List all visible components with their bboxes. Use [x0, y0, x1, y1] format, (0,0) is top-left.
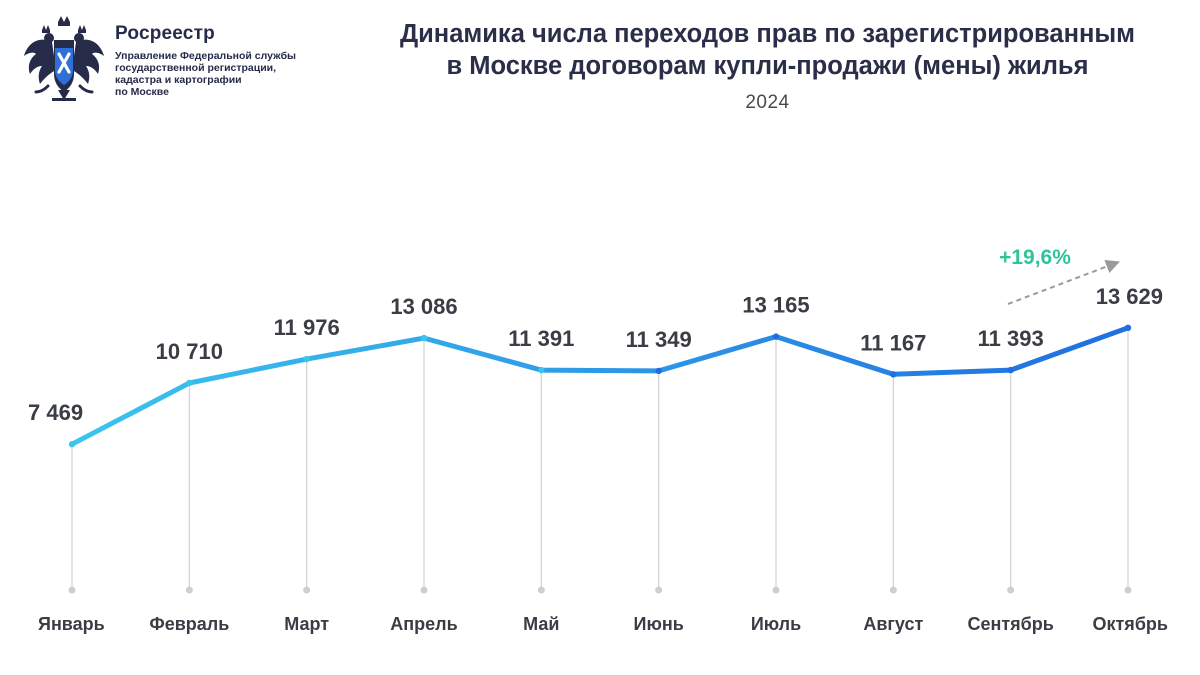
axis-tick-dot	[889, 586, 897, 594]
data-point	[1124, 324, 1132, 332]
data-point	[303, 355, 310, 363]
axis-tick-dot	[655, 586, 663, 594]
organization-subtitle-line: кадастра и картографии	[115, 74, 242, 86]
data-label: 13 629	[1096, 284, 1163, 309]
x-tick-label: Сентябрь	[967, 614, 1053, 634]
data-point	[186, 379, 193, 387]
chart-title-line-2: в Москве договорам купли-продажи (мены) …	[446, 52, 1089, 80]
data-label: 13 165	[742, 293, 809, 318]
data-point	[538, 366, 545, 374]
x-axis-tick-labels: Январь Февраль Март Апрель Май Июнь Июль Август…	[38, 614, 1168, 634]
x-tick-label: Февраль	[149, 614, 229, 634]
axis-tick-dot	[1007, 586, 1015, 594]
chart-subtitle: 2024	[745, 92, 790, 113]
data-point	[890, 371, 897, 378]
rosreestr-emblem-icon	[24, 16, 104, 101]
data-label: 11 393	[978, 326, 1044, 351]
chart-title-line-1: Динамика числа переходов прав по зарегис…	[399, 20, 1136, 48]
axis-tick-dot	[1124, 586, 1132, 594]
data-label: 11 349	[626, 327, 692, 352]
axis-tick-dot	[303, 586, 311, 594]
x-tick-label: Апрель	[390, 614, 457, 634]
data-label: 7 469	[28, 400, 83, 425]
organization-subtitle-line: Управление Федеральной службы	[115, 50, 297, 62]
axis-tick-dot	[420, 586, 428, 594]
growth-annotation: +19,6%	[999, 246, 1120, 305]
x-tick-label: Июнь	[634, 614, 684, 634]
data-point	[420, 334, 428, 342]
x-tick-label: Июль	[751, 614, 801, 634]
data-point	[655, 367, 662, 375]
axis-tick-dot	[772, 586, 780, 594]
organization-subtitle-line: по Москве	[115, 86, 169, 98]
data-label: 11 391	[508, 326, 574, 351]
axis-tick-dot	[537, 586, 545, 594]
trend-arrow	[1007, 259, 1120, 305]
axis-tick-dot	[68, 586, 76, 594]
growth-label: +19,6%	[999, 246, 1071, 269]
data-labels: 7 469 10 710 11 976 13 086 11 391 11 349 13 16…	[28, 284, 1163, 425]
x-tick-label: Август	[863, 614, 923, 634]
data-label: 11 976	[274, 315, 340, 340]
x-tick-label: Март	[284, 614, 329, 634]
gridlines	[68, 327, 1132, 594]
x-tick-label: Октябрь	[1092, 614, 1168, 634]
series-line	[69, 325, 1131, 447]
organization-subtitle-line: государственной регистрации,	[115, 62, 277, 74]
logo-block: Росреестр Управление Федеральной службы …	[22, 12, 322, 107]
organization-subtitle: Управление Федеральной службы государств…	[115, 50, 330, 98]
data-label: 10 710	[156, 339, 223, 364]
x-tick-label: Январь	[38, 614, 105, 634]
organization-name: Росреестр	[115, 23, 215, 44]
organization-info: Росреестр Управление Федеральной службы …	[115, 23, 330, 98]
data-point	[1007, 366, 1014, 374]
data-points	[68, 324, 1132, 448]
x-tick-label: Май	[523, 614, 559, 634]
data-point	[68, 441, 76, 448]
axis-tick-dot	[185, 586, 193, 594]
chart-title: Динамика числа переходов прав по зарегис…	[350, 18, 1185, 82]
data-point	[772, 333, 780, 340]
data-label: 11 167	[860, 330, 926, 355]
series-line-group	[69, 325, 1131, 447]
data-label: 13 086	[390, 294, 457, 319]
